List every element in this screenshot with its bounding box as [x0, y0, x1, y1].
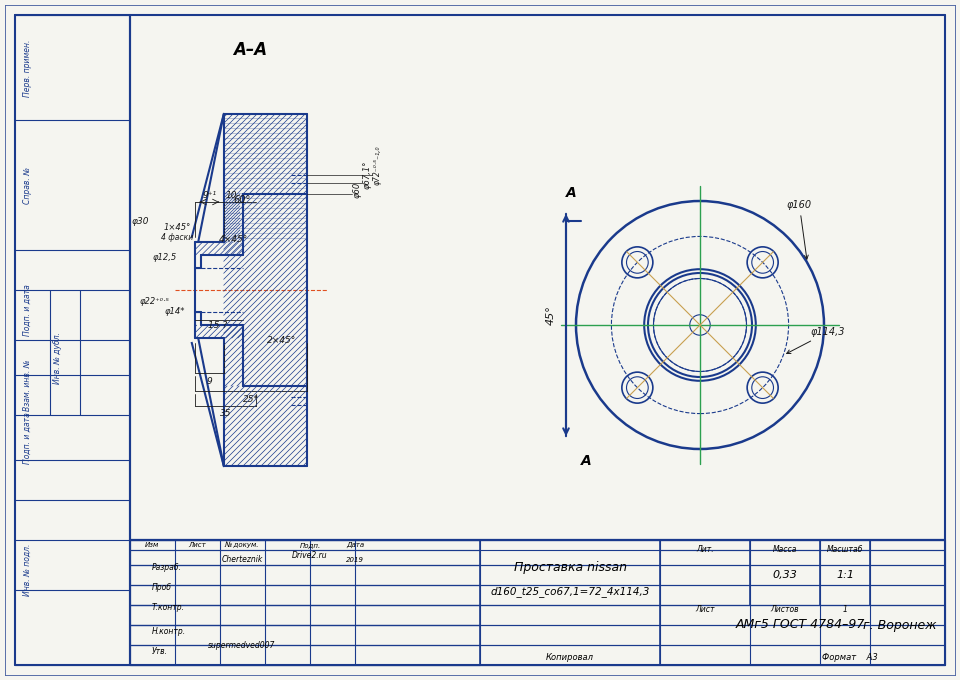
Text: 10: 10 [226, 190, 237, 199]
Text: Инв. № подл.: Инв. № подл. [22, 544, 32, 596]
Text: г. Воронеж: г. Воронеж [863, 619, 937, 632]
Text: 0,33: 0,33 [773, 570, 798, 580]
Text: Инв. № дубл.: Инв. № дубл. [53, 332, 61, 384]
Text: φ12,5: φ12,5 [153, 254, 178, 262]
Text: d160_t25_со67,1=72_4х114,3: d160_t25_со67,1=72_4х114,3 [491, 587, 650, 598]
Text: 4×45°: 4×45° [218, 235, 248, 244]
Text: 15 ?: 15 ? [207, 320, 227, 330]
Text: Взам. инв. №: Взам. инв. № [22, 359, 32, 411]
Text: Масса: Масса [773, 545, 797, 554]
Text: А–А: А–А [233, 41, 267, 59]
Text: φ114,3: φ114,3 [786, 327, 846, 354]
Text: supermedved007: supermedved007 [208, 641, 276, 649]
Text: Изм: Изм [145, 542, 159, 548]
Text: Подп. и дата: Подп. и дата [22, 284, 32, 336]
Text: Формат    А3: Формат А3 [822, 653, 877, 662]
Text: Подп. и дата: Подп. и дата [22, 412, 32, 464]
Text: 1×45°: 1×45° [163, 222, 191, 231]
Text: АМг5 ГОСТ 4784–97: АМг5 ГОСТ 4784–97 [735, 619, 865, 632]
Text: 2019: 2019 [346, 557, 364, 563]
Text: φ14*: φ14* [165, 307, 185, 316]
Text: 1: 1 [843, 605, 848, 615]
Text: φ60: φ60 [352, 182, 362, 198]
Text: 1:1: 1:1 [836, 570, 854, 580]
Text: 4 фаски: 4 фаски [161, 233, 193, 241]
Text: 45°: 45° [546, 305, 556, 325]
Text: № докум.: № докум. [225, 542, 259, 548]
Text: Копировал: Копировал [546, 653, 594, 662]
Text: Лист: Лист [188, 542, 205, 548]
Text: Разраб.: Разраб. [152, 564, 181, 573]
Text: Масштаб: Масштаб [827, 545, 863, 554]
Text: Справ. №: Справ. № [22, 167, 32, 203]
Text: Н.контр.: Н.контр. [152, 628, 186, 636]
Text: φ67,1°: φ67,1° [363, 160, 372, 189]
Text: 60°: 60° [233, 195, 251, 205]
Text: Утв.: Утв. [152, 647, 168, 656]
Text: 9⁺¹: 9⁺¹ [203, 190, 216, 199]
Text: Листов: Листов [771, 605, 800, 615]
Text: 25*: 25* [243, 394, 259, 403]
Text: φ22⁺⁰·⁵: φ22⁺⁰·⁵ [140, 297, 170, 306]
Text: φ72⁻⁰·⁵₋₁,₀: φ72⁻⁰·⁵₋₁,₀ [372, 145, 381, 184]
Text: Подп.: Подп. [300, 542, 321, 548]
Text: Лит.: Лит. [696, 545, 714, 554]
Text: Т.контр.: Т.контр. [152, 604, 185, 613]
Text: φ160: φ160 [787, 200, 812, 259]
Text: 9: 9 [206, 377, 212, 386]
Text: Drive2.ru: Drive2.ru [292, 551, 327, 560]
Text: 35: 35 [220, 409, 231, 418]
Text: А: А [565, 186, 576, 200]
Text: Лист: Лист [695, 605, 715, 615]
Text: Дата: Дата [346, 542, 364, 548]
Text: 2×45°: 2×45° [267, 336, 296, 345]
Text: Перв. примен.: Перв. примен. [22, 39, 32, 97]
Text: А: А [581, 454, 591, 468]
Text: φ30: φ30 [132, 218, 149, 226]
Text: Cherteznik: Cherteznik [222, 556, 263, 564]
Text: Проставка nissan: Проставка nissan [514, 562, 627, 575]
Text: Проб: Проб [152, 583, 172, 592]
